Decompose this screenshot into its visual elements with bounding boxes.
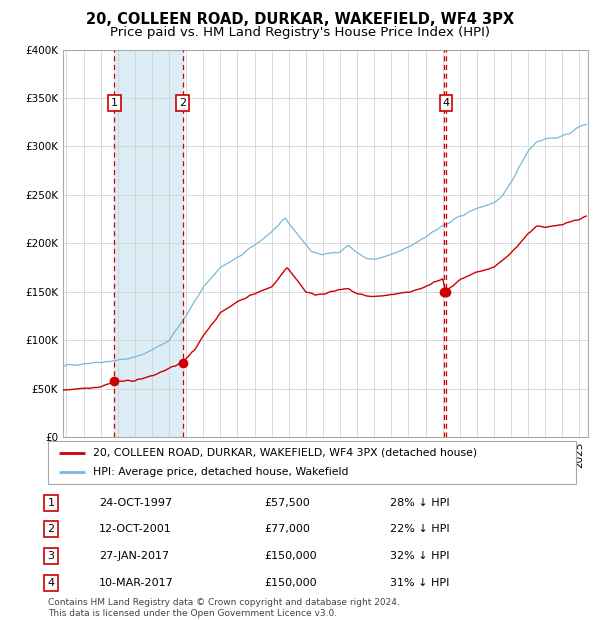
Text: 3: 3 [47,551,55,561]
Text: 2: 2 [47,525,55,534]
Text: 1: 1 [111,98,118,108]
Text: 28% ↓ HPI: 28% ↓ HPI [390,498,449,508]
Text: 27-JAN-2017: 27-JAN-2017 [99,551,169,561]
Text: HPI: Average price, detached house, Wakefield: HPI: Average price, detached house, Wake… [93,467,349,477]
Text: 31% ↓ HPI: 31% ↓ HPI [390,578,449,588]
Text: 20, COLLEEN ROAD, DURKAR, WAKEFIELD, WF4 3PX (detached house): 20, COLLEEN ROAD, DURKAR, WAKEFIELD, WF4… [93,448,477,458]
Text: 22% ↓ HPI: 22% ↓ HPI [390,525,449,534]
Text: Contains HM Land Registry data © Crown copyright and database right 2024.
This d: Contains HM Land Registry data © Crown c… [48,598,400,618]
Text: 4: 4 [47,578,55,588]
Text: £77,000: £77,000 [264,525,310,534]
Text: 20, COLLEEN ROAD, DURKAR, WAKEFIELD, WF4 3PX: 20, COLLEEN ROAD, DURKAR, WAKEFIELD, WF4… [86,12,514,27]
Text: £150,000: £150,000 [264,578,317,588]
Text: 12-OCT-2001: 12-OCT-2001 [99,525,172,534]
Text: £57,500: £57,500 [264,498,310,508]
Text: 10-MAR-2017: 10-MAR-2017 [99,578,174,588]
Text: 4: 4 [442,98,449,108]
Bar [115,50,182,437]
Text: 32% ↓ HPI: 32% ↓ HPI [390,551,449,561]
Text: 24-OCT-1997: 24-OCT-1997 [99,498,172,508]
Text: 1: 1 [47,498,55,508]
Text: 2: 2 [179,98,186,108]
FancyBboxPatch shape [48,441,576,484]
Text: £150,000: £150,000 [264,551,317,561]
Text: Price paid vs. HM Land Registry's House Price Index (HPI): Price paid vs. HM Land Registry's House … [110,26,490,39]
